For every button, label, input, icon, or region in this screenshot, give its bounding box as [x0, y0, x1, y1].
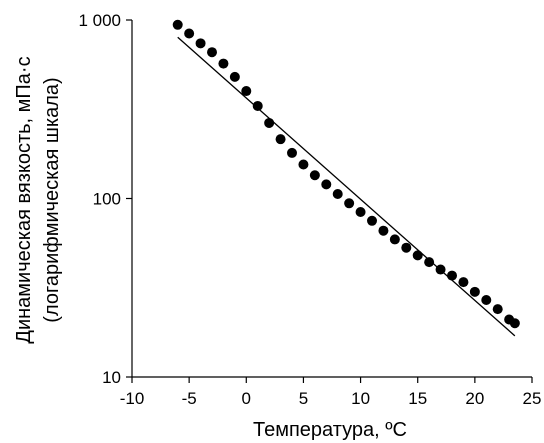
data-point	[229, 71, 240, 82]
data-point	[344, 198, 355, 209]
data-point	[321, 179, 332, 190]
data-point	[378, 225, 389, 236]
axes	[126, 19, 533, 383]
x-tick-label: -5	[182, 389, 197, 408]
data-point	[355, 207, 366, 218]
data-point	[332, 188, 343, 199]
data-point	[252, 100, 263, 111]
data-point	[481, 295, 492, 306]
data-point	[184, 28, 195, 39]
data-point	[241, 86, 252, 97]
x-axis-title: Температура, ºC	[253, 419, 407, 441]
x-tick-label: 0	[242, 389, 251, 408]
data-point	[218, 58, 229, 69]
x-tick-label: 15	[408, 389, 427, 408]
data-point	[275, 134, 286, 145]
x-tick-label: 20	[465, 389, 484, 408]
x-tick-label: 5	[299, 389, 308, 408]
y-axis-title: Динамическая вязкость, мПа·с	[13, 56, 35, 343]
data-point	[367, 215, 377, 226]
data-point	[509, 318, 520, 329]
data-point	[172, 19, 183, 30]
trend-line	[177, 36, 516, 337]
y-axis-subtitle: (логарифмическая шкала)	[41, 77, 63, 322]
data-points	[172, 19, 520, 329]
data-point	[412, 250, 423, 261]
data-point	[309, 170, 320, 181]
data-point	[469, 286, 480, 297]
data-point	[447, 270, 457, 281]
data-point	[492, 304, 503, 315]
data-point	[264, 117, 275, 128]
data-point	[424, 257, 435, 268]
x-tick-labels: -10 -5 0 5 10 15 20 25	[120, 389, 542, 408]
fit-line-layer	[177, 36, 516, 337]
data-point	[458, 277, 469, 288]
data-point	[435, 264, 446, 275]
data-point	[401, 242, 412, 253]
data-point	[298, 159, 309, 170]
data-point	[207, 47, 217, 58]
x-tick-label: 25	[523, 389, 542, 408]
y-tick-label: 10	[102, 368, 121, 387]
y-tick-label: 100	[93, 190, 121, 209]
data-point	[195, 38, 206, 49]
x-tick-label: -10	[120, 389, 145, 408]
data-point	[287, 147, 297, 158]
y-tick-labels: 10 100 1 000	[78, 11, 121, 387]
y-tick-label: 1 000	[78, 11, 121, 30]
x-tick-label: 10	[351, 389, 370, 408]
data-point	[389, 234, 400, 245]
